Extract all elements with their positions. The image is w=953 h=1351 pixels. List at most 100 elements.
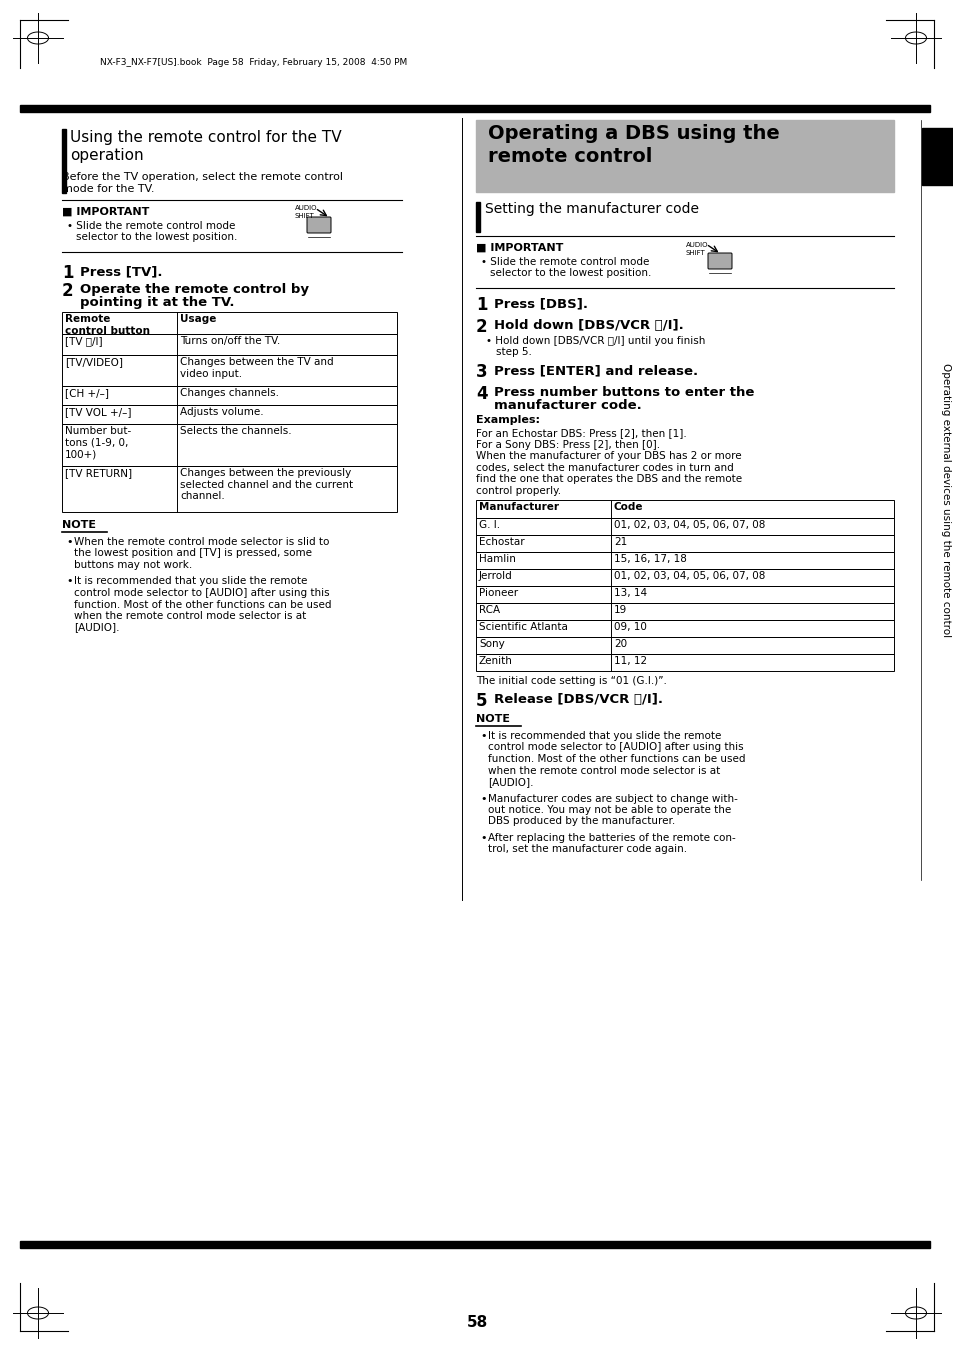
- Text: 13, 14: 13, 14: [614, 588, 646, 598]
- Bar: [62, 312, 396, 334]
- Text: Sony: Sony: [478, 639, 504, 648]
- Text: •: •: [66, 577, 72, 586]
- Text: function. Most of the other functions can be used: function. Most of the other functions ca…: [488, 754, 744, 765]
- Text: Number but-
tons (1-9, 0,
100+): Number but- tons (1-9, 0, 100+): [65, 426, 132, 459]
- Bar: [476, 553, 893, 569]
- Bar: [921, 128, 953, 185]
- Text: Operate the remote control by: Operate the remote control by: [80, 282, 309, 296]
- Bar: [62, 128, 66, 193]
- Bar: [62, 334, 396, 355]
- Text: 5: 5: [476, 692, 487, 711]
- Text: Operating external devices using the remote control: Operating external devices using the rem…: [940, 363, 950, 638]
- Text: • Slide the remote control mode: • Slide the remote control mode: [480, 257, 649, 267]
- Text: For an Echostar DBS: Press [2], then [1].: For an Echostar DBS: Press [2], then [1]…: [476, 428, 686, 438]
- Text: manufacturer code.: manufacturer code.: [494, 399, 641, 412]
- Text: Operating a DBS using the: Operating a DBS using the: [488, 124, 779, 143]
- Bar: [62, 466, 396, 512]
- Text: •: •: [479, 731, 486, 740]
- Bar: [476, 535, 893, 553]
- Text: trol, set the manufacturer code again.: trol, set the manufacturer code again.: [488, 844, 686, 854]
- Text: [TV/VIDEO]: [TV/VIDEO]: [65, 357, 123, 367]
- Text: 58: 58: [466, 1315, 487, 1329]
- Text: Scientific Atlanta: Scientific Atlanta: [478, 621, 567, 632]
- Text: Jerrold: Jerrold: [478, 571, 512, 581]
- Text: Changes between the previously
selected channel and the current
channel.: Changes between the previously selected …: [180, 467, 353, 501]
- Text: Pioneer: Pioneer: [478, 588, 517, 598]
- Text: [TV VOL +/–]: [TV VOL +/–]: [65, 407, 132, 417]
- Text: 3: 3: [476, 363, 487, 381]
- Text: 1: 1: [62, 263, 73, 282]
- Bar: [476, 638, 893, 654]
- Text: Setting the manufacturer code: Setting the manufacturer code: [484, 203, 699, 216]
- Text: 11, 12: 11, 12: [614, 657, 646, 666]
- Text: SHIFT: SHIFT: [685, 250, 705, 255]
- Text: For a Sony DBS: Press [2], then [0].: For a Sony DBS: Press [2], then [0].: [476, 439, 659, 450]
- Text: ■ IMPORTANT: ■ IMPORTANT: [62, 207, 150, 218]
- Text: operation: operation: [70, 149, 144, 163]
- Text: Before the TV operation, select the remote control: Before the TV operation, select the remo…: [62, 172, 343, 182]
- Text: Press [DBS].: Press [DBS].: [494, 297, 587, 309]
- Bar: [476, 569, 893, 586]
- Text: control properly.: control properly.: [476, 485, 560, 496]
- Text: AUDIO: AUDIO: [685, 242, 708, 249]
- Text: Hamlin: Hamlin: [478, 554, 516, 563]
- Text: 2: 2: [476, 317, 487, 336]
- Text: find the one that operates the DBS and the remote: find the one that operates the DBS and t…: [476, 474, 741, 484]
- Text: control mode selector to [AUDIO] after using this: control mode selector to [AUDIO] after u…: [74, 588, 330, 598]
- Text: mode for the TV.: mode for the TV.: [62, 184, 154, 195]
- Text: Release [DBS/VCR ⏻/I].: Release [DBS/VCR ⏻/I].: [494, 693, 662, 707]
- Bar: [476, 603, 893, 620]
- Bar: [476, 517, 893, 535]
- Text: When the manufacturer of your DBS has 2 or more: When the manufacturer of your DBS has 2 …: [476, 451, 740, 461]
- Bar: [20, 105, 929, 112]
- Text: ■ IMPORTANT: ■ IMPORTANT: [476, 243, 563, 253]
- Text: 20: 20: [614, 639, 626, 648]
- Bar: [62, 424, 396, 466]
- Text: Turns on/off the TV.: Turns on/off the TV.: [180, 336, 280, 346]
- Text: [CH +/–]: [CH +/–]: [65, 388, 109, 399]
- Text: The initial code setting is “01 (G.I.)”.: The initial code setting is “01 (G.I.)”.: [476, 676, 666, 686]
- FancyBboxPatch shape: [307, 218, 331, 232]
- Bar: [476, 500, 893, 517]
- Text: NOTE: NOTE: [476, 713, 510, 724]
- Text: Adjusts volume.: Adjusts volume.: [180, 407, 263, 417]
- Text: [TV RETURN]: [TV RETURN]: [65, 467, 132, 478]
- Text: pointing it at the TV.: pointing it at the TV.: [80, 296, 234, 309]
- Text: • Slide the remote control mode: • Slide the remote control mode: [67, 222, 235, 231]
- Bar: [476, 620, 893, 638]
- Text: selector to the lowest position.: selector to the lowest position.: [490, 267, 651, 278]
- Text: Code: Code: [614, 503, 643, 512]
- Text: Changes between the TV and
video input.: Changes between the TV and video input.: [180, 357, 334, 378]
- Text: 21: 21: [614, 536, 626, 547]
- Text: [AUDIO].: [AUDIO].: [488, 777, 533, 788]
- Text: Examples:: Examples:: [476, 415, 539, 426]
- Text: Press [ENTER] and release.: Press [ENTER] and release.: [494, 363, 698, 377]
- Text: •: •: [479, 834, 486, 843]
- Text: 15, 16, 17, 18: 15, 16, 17, 18: [614, 554, 686, 563]
- Bar: [476, 654, 893, 671]
- Text: • Hold down [DBS/VCR ⏻/I] until you finish: • Hold down [DBS/VCR ⏻/I] until you fini…: [485, 336, 704, 346]
- Text: function. Most of the other functions can be used: function. Most of the other functions ca…: [74, 600, 331, 609]
- Text: 2: 2: [62, 282, 73, 300]
- Text: remote control: remote control: [488, 147, 652, 166]
- Text: 01, 02, 03, 04, 05, 06, 07, 08: 01, 02, 03, 04, 05, 06, 07, 08: [614, 520, 764, 530]
- Text: Changes channels.: Changes channels.: [180, 388, 278, 399]
- Text: step 5.: step 5.: [496, 347, 532, 357]
- Text: NX-F3_NX-F7[US].book  Page 58  Friday, February 15, 2008  4:50 PM: NX-F3_NX-F7[US].book Page 58 Friday, Feb…: [100, 58, 407, 68]
- Text: selector to the lowest position.: selector to the lowest position.: [76, 232, 237, 242]
- Bar: [476, 203, 479, 232]
- Text: Usage: Usage: [180, 313, 216, 324]
- Bar: [476, 586, 893, 603]
- Text: It is recommended that you slide the remote: It is recommended that you slide the rem…: [488, 731, 720, 740]
- Text: Zenith: Zenith: [478, 657, 513, 666]
- Text: It is recommended that you slide the remote: It is recommended that you slide the rem…: [74, 577, 307, 586]
- Text: Press [TV].: Press [TV].: [80, 265, 162, 278]
- Text: Hold down [DBS/VCR ⏻/I].: Hold down [DBS/VCR ⏻/I].: [494, 319, 683, 332]
- Text: 4: 4: [476, 385, 487, 403]
- Text: Press number buttons to enter the: Press number buttons to enter the: [494, 386, 754, 399]
- Text: control mode selector to [AUDIO] after using this: control mode selector to [AUDIO] after u…: [488, 743, 742, 753]
- Text: when the remote control mode selector is at: when the remote control mode selector is…: [74, 611, 306, 621]
- Bar: [62, 355, 396, 386]
- Bar: [476, 120, 893, 192]
- Text: Selects the channels.: Selects the channels.: [180, 426, 292, 436]
